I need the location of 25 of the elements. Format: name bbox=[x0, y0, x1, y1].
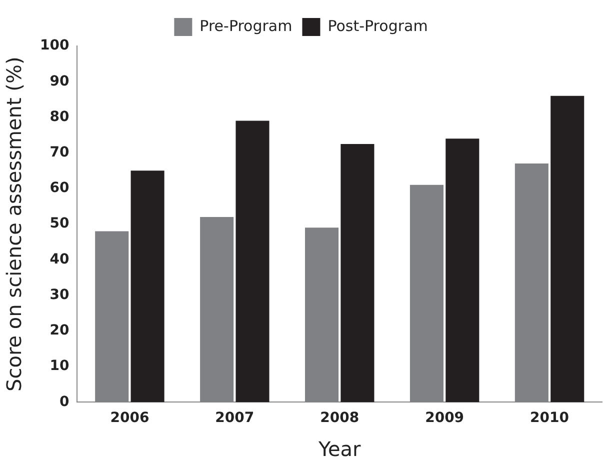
bar bbox=[340, 144, 374, 402]
bar bbox=[550, 96, 584, 402]
bar bbox=[446, 138, 480, 402]
y-tick-label: 10 bbox=[50, 358, 70, 374]
x-tick-label: 2009 bbox=[425, 410, 464, 426]
y-tick-label: 0 bbox=[59, 394, 70, 410]
y-tick-label: 100 bbox=[40, 38, 70, 54]
y-tick-label: 50 bbox=[50, 216, 70, 232]
x-tick-label: 2006 bbox=[110, 410, 150, 426]
legend-label: Post-Program bbox=[328, 16, 428, 35]
x-tick-label: 2010 bbox=[530, 410, 570, 426]
y-tick-label: 30 bbox=[50, 286, 70, 303]
bar bbox=[130, 170, 164, 402]
y-axis-title: Score on science assessment (%) bbox=[2, 56, 26, 392]
y-tick-label: 40 bbox=[50, 251, 70, 268]
y-tick-label: 90 bbox=[50, 73, 70, 90]
y-tick-label: 20 bbox=[50, 322, 70, 339]
y-tick-label: 80 bbox=[50, 108, 70, 125]
x-tick-label: 2008 bbox=[320, 410, 360, 426]
bar bbox=[236, 120, 270, 402]
y-tick-label: 70 bbox=[50, 144, 70, 160]
x-tick-label: 2007 bbox=[215, 410, 254, 426]
legend-label: Pre-Program bbox=[200, 16, 292, 35]
y-tick-label: 60 bbox=[50, 180, 70, 196]
x-axis-title: Year bbox=[317, 437, 362, 462]
